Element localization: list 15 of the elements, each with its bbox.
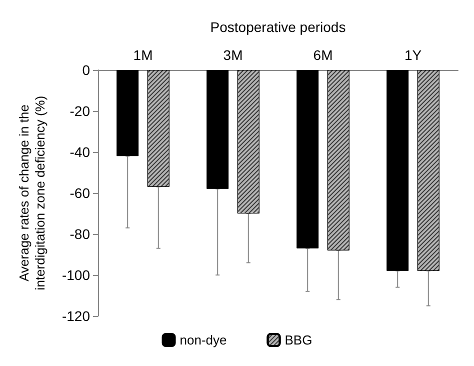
y-tick-label: -40 [70, 144, 90, 160]
y-tick-label: 0 [82, 62, 90, 78]
y-tick-label: -120 [62, 308, 90, 324]
x-tick-label: 3M [223, 47, 243, 63]
x-axis-title: Postoperative periods [210, 19, 346, 35]
x-tick-label: 1M [133, 47, 153, 63]
y-axis-title: Average rates of change in the interdigitation zone deficiency (%) [16, 96, 48, 290]
y-tick-label: -60 [70, 185, 90, 201]
y-tick-label: -80 [70, 226, 90, 242]
x-tick-label: 6M [313, 47, 333, 63]
legend-label: non-dye [180, 332, 227, 348]
y-tick-label: -20 [70, 103, 90, 119]
legend-label: BBG [284, 332, 312, 348]
x-tick-label: 1Y [404, 47, 422, 63]
y-tick-label: -100 [62, 267, 90, 283]
